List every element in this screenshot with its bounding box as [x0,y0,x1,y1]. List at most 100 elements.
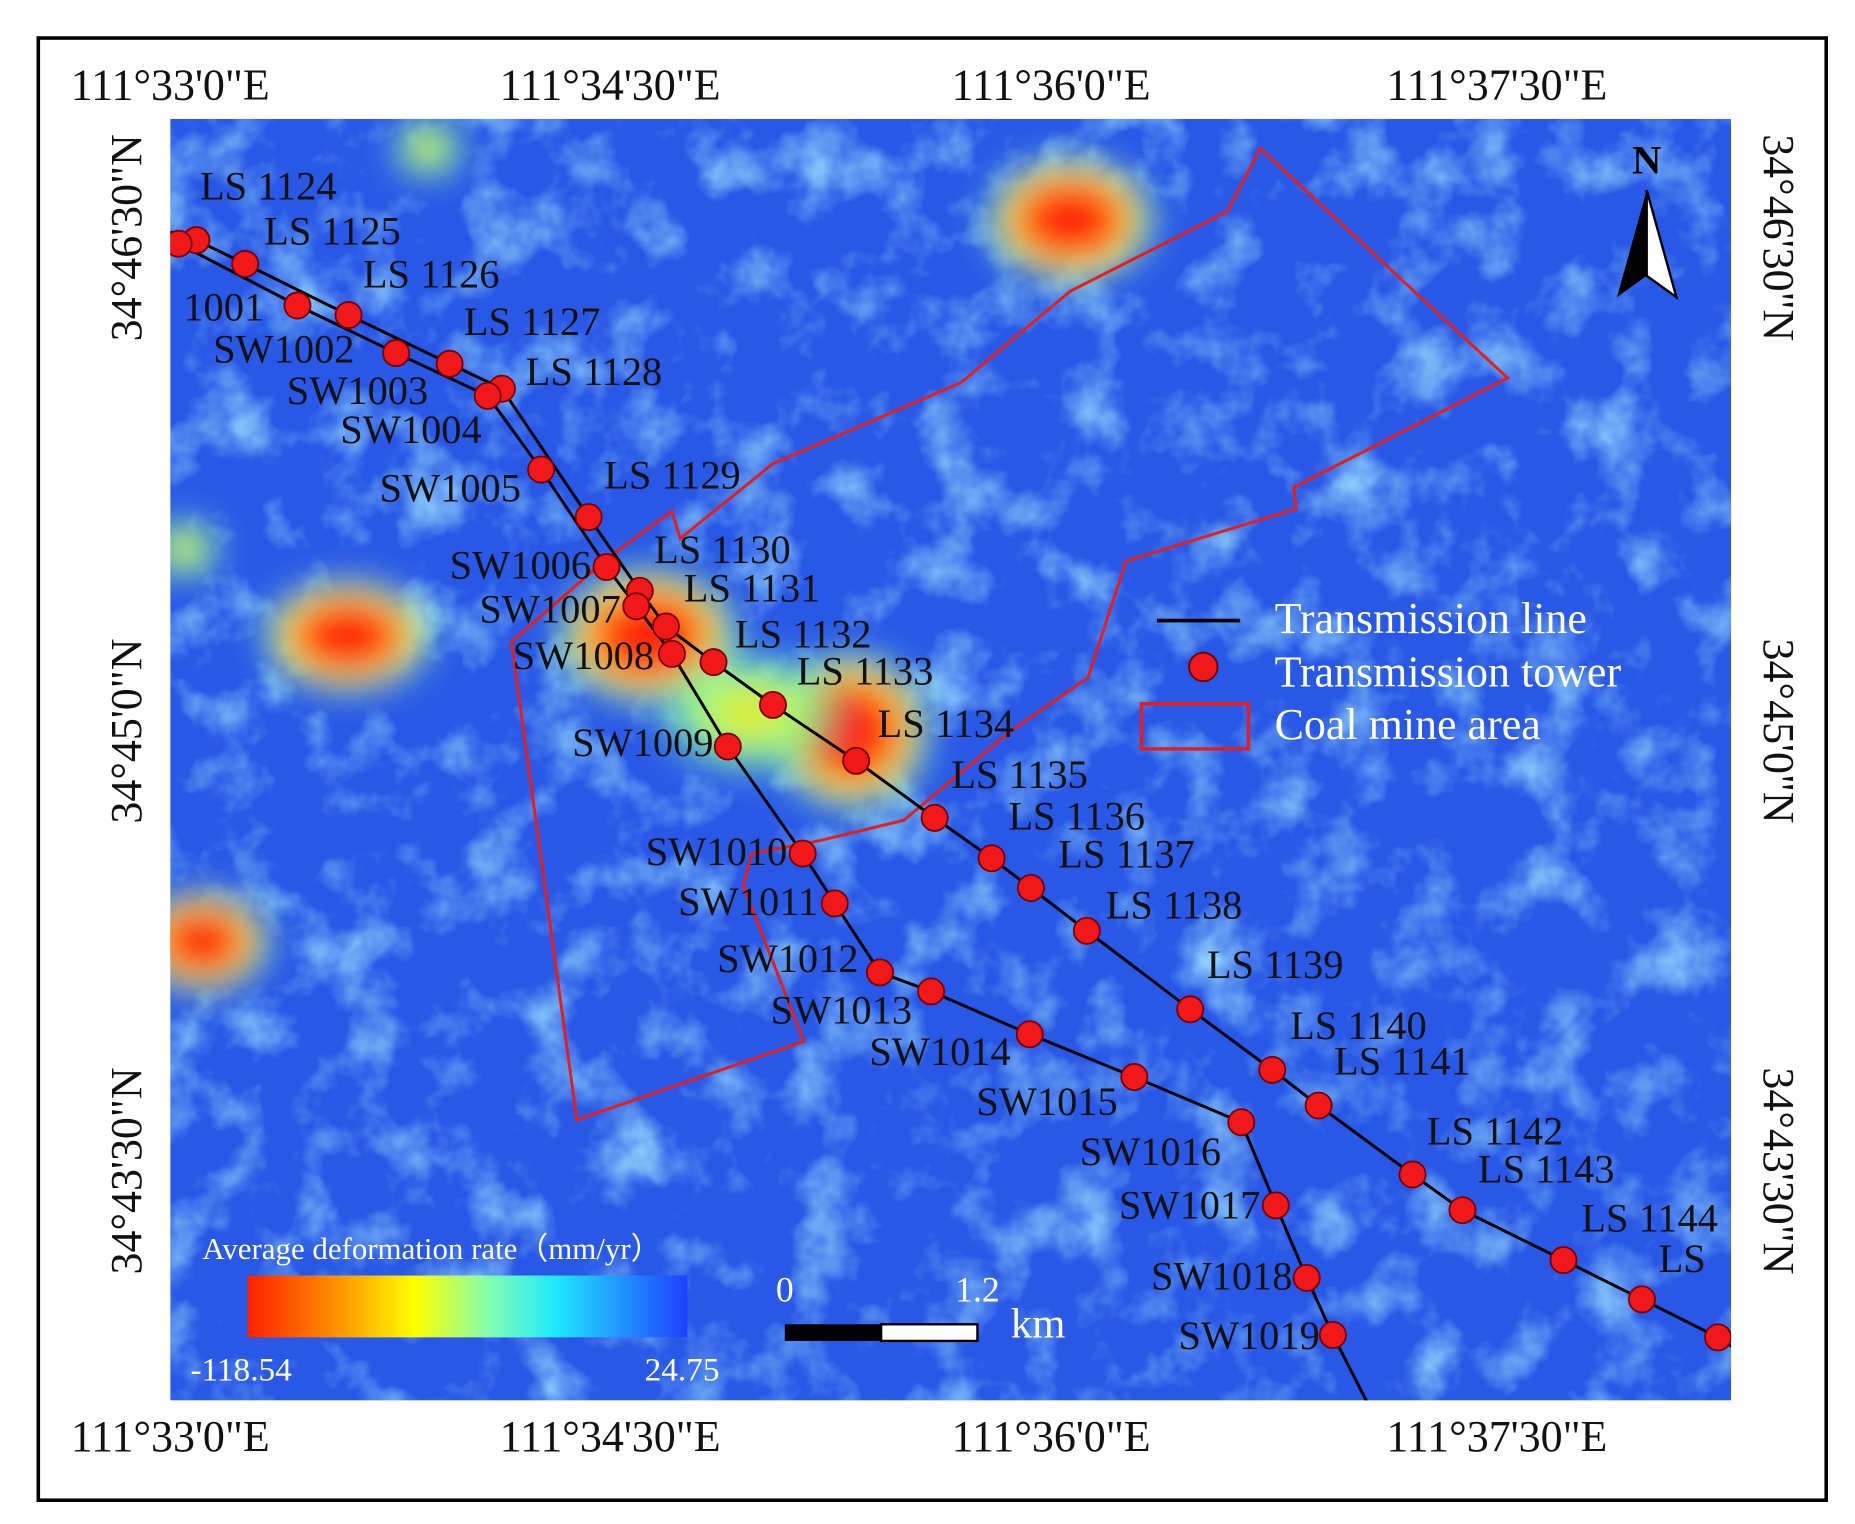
tower-label: LS 1136 [1008,794,1145,839]
tower-label: LS 1143 [1478,1147,1615,1192]
tower [473,381,502,410]
tower-label: SW1002 [213,326,354,371]
tower-label: LS 1130 [654,527,791,572]
tower-label: LS 1132 [735,612,872,657]
tower-label: LS 1135 [951,752,1088,797]
right-tick: 34°43'30"N [1754,1067,1803,1274]
tower-label: SW1006 [450,543,591,588]
tower [758,690,787,719]
tower [1318,1321,1347,1349]
tower [334,301,363,329]
tower [1016,874,1045,902]
tower [977,844,1006,873]
bottom-tick: 111°37'30"E [1386,1412,1607,1461]
tower-label: SW1012 [717,936,858,981]
scale-label: 0 [776,1270,794,1310]
tower-label: SW1016 [1080,1129,1221,1174]
tower [1398,1160,1427,1189]
tower-label: SW1011 [678,879,818,924]
tower-label: SW1018 [1151,1254,1292,1299]
tower [920,803,949,832]
tower [527,455,556,484]
tower-label: LS 1131 [684,565,821,610]
tower-label: SW1008 [513,633,654,678]
tower [574,503,603,532]
tower-label: LS 1141 [1334,1038,1471,1083]
tower-label: LS 1142 [1427,1109,1564,1154]
legend-label: Coal mine area [1275,700,1541,749]
tower-label: SW1005 [380,465,521,510]
tower [917,977,946,1006]
tower [283,291,312,320]
tower [788,839,817,868]
tower [1120,1063,1149,1091]
tower-label: LS 1139 [1207,942,1344,987]
right-tick: 34°45'0"N [1754,639,1803,824]
bottom-tick: 111°36'0"E [952,1412,1151,1461]
tower-label: LS 1144 [1581,1195,1718,1240]
tower-label: LS 1129 [604,452,741,497]
top-tick: 111°36'0"E [952,60,1151,109]
tower [657,639,686,668]
tower-label: LS 1134 [878,701,1015,746]
tower [820,889,849,918]
tower [1549,1246,1578,1275]
tower-label: LS 1124 [200,163,337,208]
north-arrow [1645,189,1679,301]
tower-label: SW1003 [287,368,428,413]
tower [231,249,260,278]
bottom-tick: 111°34'30"E [500,1412,721,1461]
north-label: N [1632,137,1661,182]
tower [382,339,411,368]
scale-label: 1.2 [955,1270,1000,1310]
tower-label: SW1009 [572,720,713,765]
north-arrow [1616,190,1647,298]
tower [1227,1108,1256,1137]
tower [1072,916,1101,945]
tower [842,746,871,775]
tower-label: SW1010 [646,829,787,874]
colorbar [247,1275,688,1338]
tower [1304,1091,1333,1120]
tower-label: 1001 [183,285,264,330]
tower [592,553,621,582]
tower-label: LS 1126 [363,251,500,296]
tower-label: SW1004 [340,407,481,452]
tower [622,592,651,621]
left-tick: 34°45'0"N [102,639,151,824]
raster [170,118,1732,1401]
tower [699,648,728,677]
top-tick: 111°37'30"E [1386,60,1607,109]
tower-label: LS 1133 [797,649,934,694]
tower [435,349,464,378]
legend-label: Transmission line [1275,594,1587,643]
legend-label: Transmission tower [1275,648,1622,697]
colorbar-max: 24.75 [645,1352,720,1389]
tower-label: SW1019 [1178,1313,1319,1358]
legend-tower [1188,651,1219,683]
tower-label: LS 1127 [464,299,601,344]
tower [652,612,680,641]
top-tick: 111°33'0"E [71,60,270,109]
tower [1015,1020,1044,1049]
legend-mine [1139,701,1251,751]
tower [1261,1191,1290,1220]
bottom-tick: 111°33'0"E [71,1412,270,1461]
tower-label: LS 1138 [1106,883,1243,928]
colorbar-min: -118.54 [190,1352,292,1389]
right-tick: 34°46'30"N [1754,134,1803,341]
tower-label: LS 1140 [1290,1003,1427,1048]
tower [1448,1196,1477,1225]
tower [1176,995,1205,1024]
tower-label: LS 1128 [526,349,663,394]
left-tick: 34°46'30"N [102,134,151,341]
tower-label: SW1013 [771,987,912,1032]
left-tick: 34°43'30"N [102,1067,151,1274]
colorbar-title: Average deformation rate（mm/yr） [202,1231,661,1266]
tower-label: LS 1125 [264,209,401,254]
scale-bar [784,1324,882,1341]
tower [1292,1263,1321,1292]
